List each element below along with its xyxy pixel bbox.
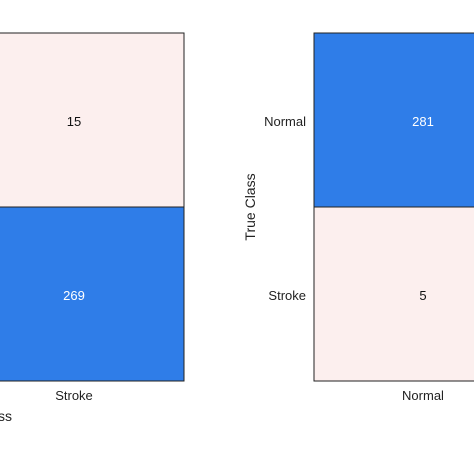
left-cell-value-row2: 269 xyxy=(63,288,85,303)
right-y-tick-normal: Normal xyxy=(264,114,306,129)
right-cell-normal-normal xyxy=(313,32,474,208)
right-y-tick-stroke: Stroke xyxy=(268,288,306,303)
left-cell-row1-stroke xyxy=(0,32,185,208)
right-confusion-matrix: 281 5 Normal Stroke Normal True Class xyxy=(242,32,474,403)
right-cell-value-row1: 281 xyxy=(412,114,434,129)
left-x-tick-stroke: Stroke xyxy=(55,388,93,403)
left-confusion-matrix: 15 269 Stroke ss xyxy=(0,32,185,424)
right-x-tick-normal: Normal xyxy=(402,388,444,403)
left-x-axis-title: ss xyxy=(0,408,12,424)
right-y-axis-title: True Class xyxy=(242,173,258,240)
left-cell-value-row1: 15 xyxy=(67,114,81,129)
right-cell-stroke-normal xyxy=(313,206,474,382)
right-cell-value-row2: 5 xyxy=(419,288,426,303)
left-cell-row2-stroke xyxy=(0,206,185,382)
